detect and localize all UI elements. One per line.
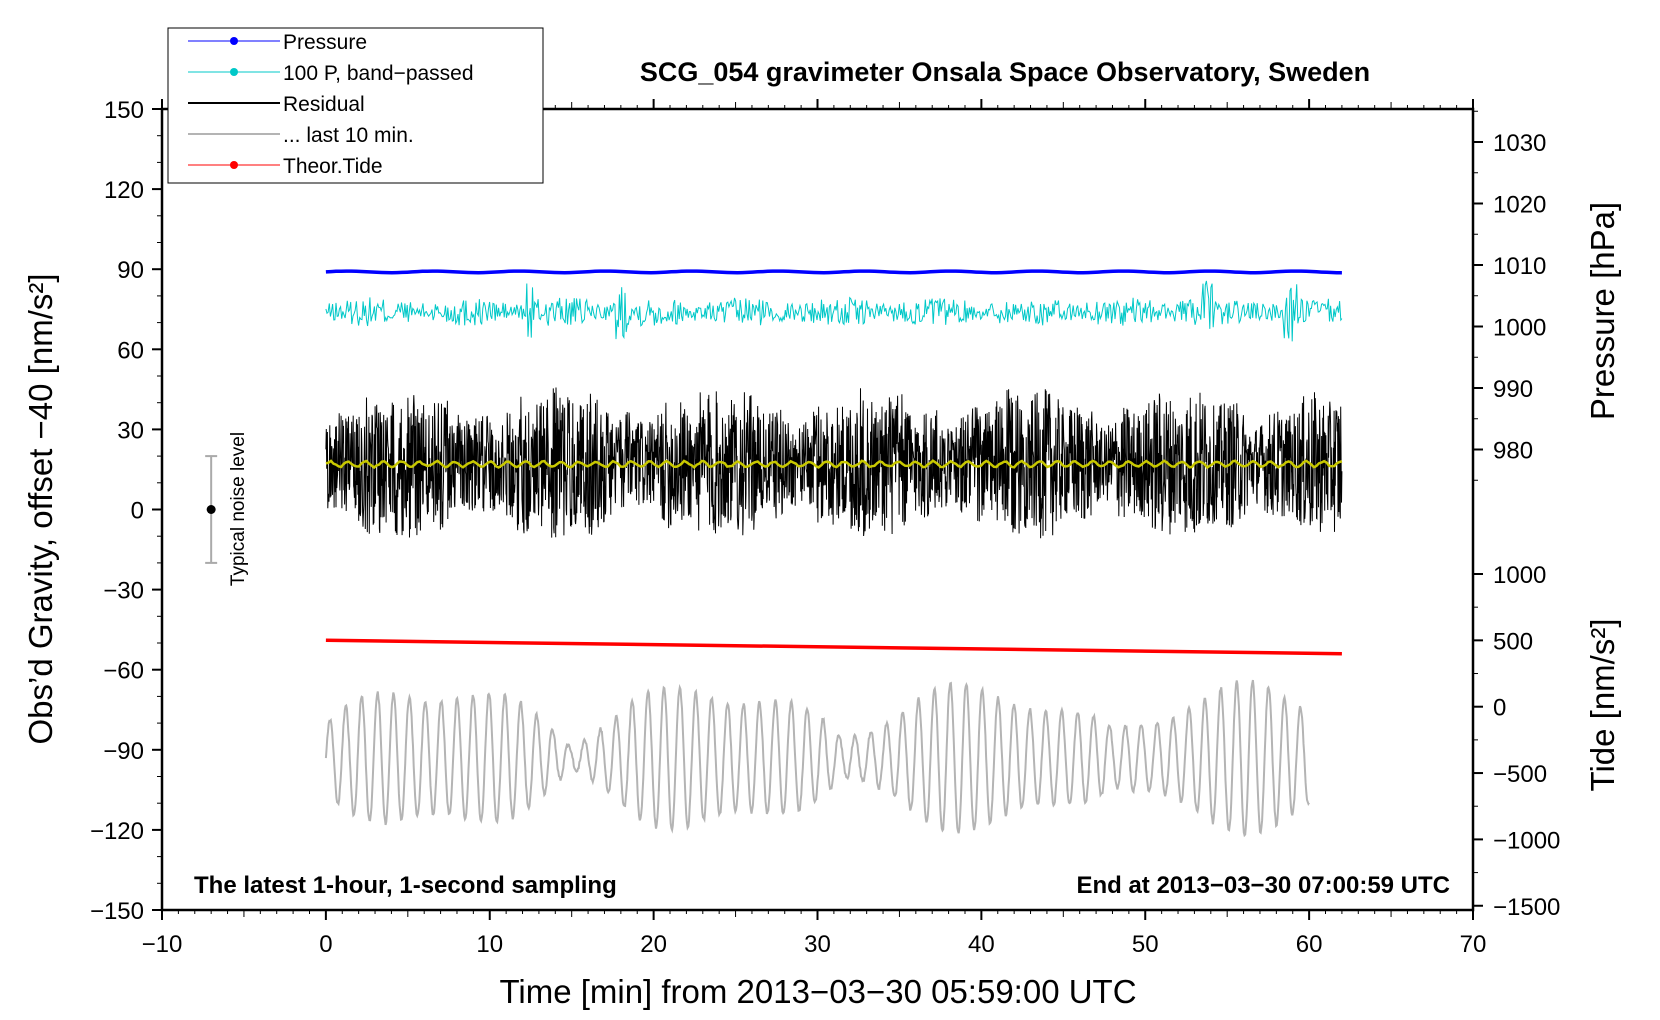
tide-axis-ticks: 1000 500 0 −500 −1000 −1500 (1473, 562, 1560, 921)
legend-marker (230, 161, 238, 169)
residual-smoothed-line (325, 459, 1343, 470)
legend-item: Theor.Tide (188, 155, 383, 178)
legend-item: Residual (188, 93, 365, 116)
tide-axis-title: Tide [nm/s²] (1584, 619, 1621, 792)
legend-label: Theor.Tide (283, 155, 383, 178)
y-left-axis-title: Obs’d Gravity, offset −40 [nm/s²] (22, 273, 59, 744)
pressure-tick-label: 980 (1493, 438, 1533, 465)
theoretical-tide-line (325, 638, 1342, 656)
data-series (324, 269, 1343, 838)
x-tick-label: −10 (142, 931, 183, 958)
y-tick-label: −120 (90, 818, 144, 845)
legend-item: ... last 10 min. (188, 124, 414, 147)
y-tick-label: 120 (104, 177, 144, 204)
x-tick-label: 10 (476, 931, 503, 958)
y-tick-label: 0 (131, 498, 144, 525)
residual-line (325, 387, 1343, 539)
tide-tick-label: 500 (1493, 628, 1533, 655)
last-10-min-line (324, 679, 1310, 838)
y-tick-label: −90 (103, 738, 144, 765)
legend-label: ... last 10 min. (283, 124, 414, 147)
pressure-tick-label: 1000 (1493, 315, 1546, 342)
pressure-tick-label: 1030 (1493, 130, 1546, 157)
band-passed-pressure-line (325, 280, 1343, 342)
x-tick-label: 20 (640, 931, 667, 958)
noise-bar-center (206, 505, 216, 514)
typical-noise-indicator (205, 455, 218, 564)
legend-item: Pressure (188, 31, 367, 54)
y-tick-label: −150 (90, 898, 144, 925)
x-tick-label: 50 (1132, 931, 1159, 958)
typical-noise-label: Typical noise level (228, 432, 249, 586)
x-axis-title: Time [min] from 2013−03−30 05:59:00 UTC (499, 973, 1136, 1010)
legend-item: 100 P, band−passed (188, 62, 474, 85)
legend-label: 100 P, band−passed (283, 62, 474, 85)
pressure-tick-label: 1020 (1493, 192, 1546, 219)
tide-tick-label: −500 (1493, 761, 1547, 788)
pressure-tick-label: 1010 (1493, 253, 1546, 280)
x-tick-label: 70 (1460, 931, 1487, 958)
footnote-end-time: End at 2013−03−30 07:00:59 UTC (1076, 872, 1450, 899)
legend-marker (230, 68, 238, 76)
legend-marker (230, 37, 238, 45)
y-tick-label: 90 (117, 257, 144, 284)
pressure-axis-ticks: 1030 1020 1010 1000 990 980 (1473, 110, 1546, 481)
footnote-sampling: The latest 1-hour, 1-second sampling (194, 872, 617, 899)
pressure-axis-title: Pressure [hPa] (1584, 202, 1621, 420)
legend: Pressure 100 P, band−passed Residual ... la… (167, 27, 544, 184)
legend-label: Residual (283, 93, 365, 116)
legend-label: Pressure (283, 31, 367, 54)
chart-title: SCG_054 gravimeter Onsala Space Observat… (640, 57, 1370, 87)
x-tick-label: 40 (968, 931, 995, 958)
tide-tick-label: 1000 (1493, 562, 1546, 589)
y-tick-label: 150 (104, 97, 144, 124)
x-tick-label: 0 (319, 931, 332, 958)
y-tick-label: 60 (117, 337, 144, 364)
x-axis-ticks: −10 0 10 20 30 40 50 60 70 (142, 99, 1487, 958)
tide-tick-label: 0 (1493, 695, 1506, 722)
pressure-line (325, 269, 1342, 275)
tide-tick-label: −1500 (1493, 894, 1560, 921)
y-tick-label: −60 (103, 658, 144, 685)
tide-tick-label: −1000 (1493, 827, 1560, 854)
y-tick-label: −30 (103, 578, 144, 605)
y-tick-label: 30 (117, 417, 144, 444)
x-tick-label: 60 (1296, 931, 1323, 958)
y-left-axis-ticks: 150 120 90 60 30 0 −30 −60 −90 −120 −150 (90, 97, 162, 925)
pressure-tick-label: 990 (1493, 376, 1533, 403)
x-tick-label: 30 (804, 931, 831, 958)
legend-box (167, 27, 544, 184)
